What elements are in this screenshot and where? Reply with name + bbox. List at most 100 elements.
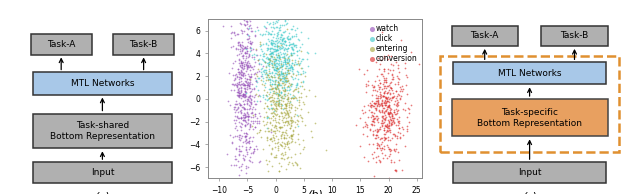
watch [237,73,247,76]
conversion [362,134,372,137]
watch [245,135,255,139]
conversion [381,125,391,128]
entering [266,153,276,156]
watch [239,95,250,98]
watch [241,94,252,98]
watch [230,73,240,76]
entering [284,68,294,71]
watch [234,101,244,105]
watch [235,102,245,105]
watch [250,86,260,89]
click [270,82,280,85]
entering [280,83,290,86]
click [269,33,279,36]
conversion [355,117,365,120]
conversion [372,104,382,107]
entering [286,74,296,77]
click [271,72,281,75]
watch [241,69,252,72]
click [269,59,279,62]
click [272,48,282,52]
watch [238,93,248,96]
conversion [370,80,380,83]
watch [237,49,248,52]
click [277,72,287,75]
watch [244,52,254,55]
entering [293,89,303,92]
click [294,62,305,65]
conversion [386,87,396,90]
entering [298,139,308,142]
click [287,46,298,49]
conversion [372,100,382,103]
conversion [383,54,393,57]
watch [241,182,252,185]
entering [270,124,280,127]
conversion [380,113,390,116]
entering [289,114,299,117]
watch [234,91,244,94]
watch [245,75,255,78]
click [294,38,305,42]
click [263,58,273,61]
click [269,50,280,53]
click [260,41,271,44]
entering [285,118,296,121]
conversion [372,101,383,104]
conversion [395,96,405,100]
click [267,42,277,45]
watch [252,70,262,74]
watch [241,142,251,145]
conversion [367,104,378,107]
watch [236,82,246,85]
conversion [393,120,403,123]
entering [280,103,291,107]
watch [241,133,252,136]
watch [254,160,264,163]
watch [239,93,249,96]
click [264,52,275,55]
conversion [365,105,376,108]
conversion [368,180,378,183]
watch [235,94,245,97]
conversion [379,126,389,129]
watch [236,52,246,55]
entering [272,84,282,87]
watch [233,105,243,108]
click [269,110,279,113]
conversion [376,125,387,128]
entering [271,100,282,103]
conversion [382,104,392,107]
conversion [375,81,385,84]
watch [237,84,248,87]
watch [225,45,236,48]
entering [268,129,278,132]
conversion [380,154,390,157]
watch [226,164,236,167]
watch [245,159,255,163]
click [252,100,262,103]
entering [284,81,294,84]
conversion [380,99,390,102]
click [290,60,300,63]
entering [268,148,278,151]
entering [269,126,279,129]
entering [278,158,289,161]
click [262,55,272,59]
entering [274,73,284,76]
entering [286,116,296,119]
entering [276,126,286,129]
click [287,28,298,31]
conversion [395,131,405,134]
entering [271,120,281,124]
watch [236,86,246,89]
watch [233,67,243,70]
watch [246,160,257,164]
conversion [367,122,378,125]
click [268,58,278,61]
watch [250,102,260,106]
click [280,80,291,83]
watch [243,180,253,183]
conversion [380,131,390,134]
entering [283,98,293,101]
